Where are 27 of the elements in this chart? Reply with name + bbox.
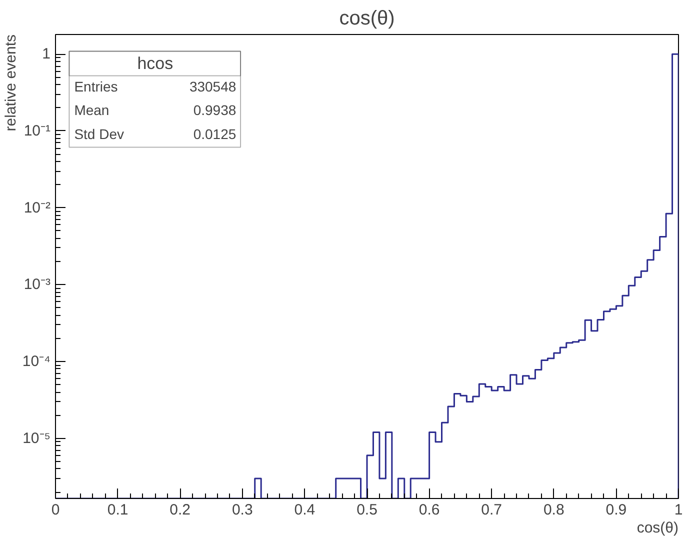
annotation: Entries: [74, 78, 118, 94]
x-axis-title: cos(θ): [636, 520, 679, 536]
y-tick-label: 10⁻⁴: [22, 353, 51, 370]
annotation: 330548: [189, 78, 236, 94]
chart-title: cos(θ): [339, 8, 395, 30]
x-tick-label: 0.7: [481, 502, 502, 518]
y-tick-label: 10⁻¹: [24, 122, 51, 140]
annotation: Mean: [74, 102, 110, 118]
annotation: 0.9938: [193, 102, 236, 118]
x-tick-label: 0.3: [232, 502, 253, 518]
y-axis-title: relative events: [2, 34, 20, 132]
y-tick-label: 1: [42, 46, 50, 63]
x-tick-label: 0.4: [294, 502, 316, 518]
annotation: Std Dev: [74, 126, 124, 142]
x-tick-label: 0.2: [170, 502, 191, 518]
annotation: 0.0125: [193, 126, 236, 142]
x-tick-label: 0.9: [606, 502, 627, 518]
x-tick-label: 0.6: [418, 502, 440, 518]
x-tick-label: 0.1: [107, 502, 128, 518]
y-tick-label: 10⁻²: [24, 199, 51, 216]
y-tick-label: 10⁻³: [24, 276, 51, 294]
x-tick-label: 0: [51, 502, 60, 518]
annotation: hcos: [137, 54, 174, 74]
x-tick-label: 0.8: [543, 502, 564, 518]
x-tick-label: 1: [674, 502, 683, 518]
x-tick-label: 0.5: [356, 502, 378, 518]
y-tick-label: 10⁻⁵: [22, 430, 51, 447]
